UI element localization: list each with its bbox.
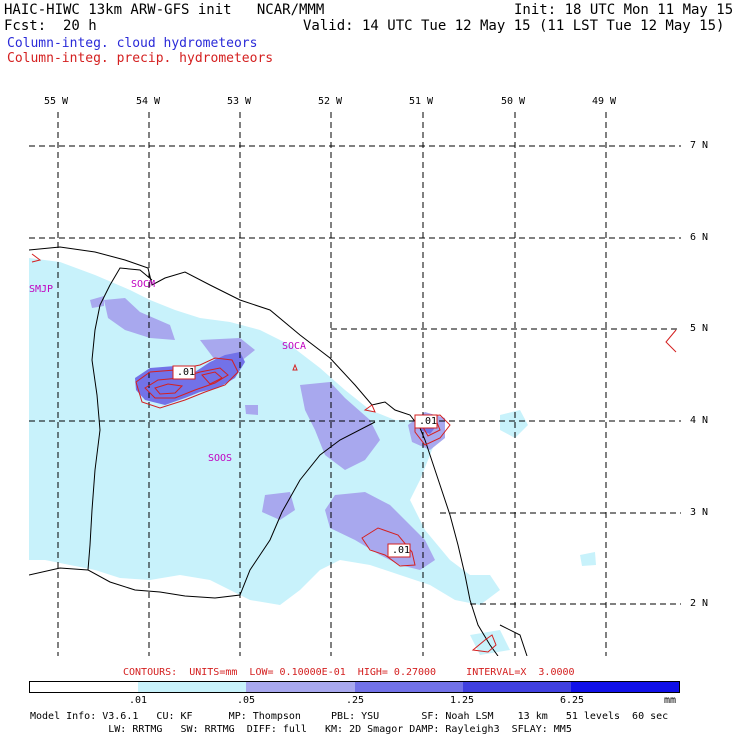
map-panel <box>29 112 681 656</box>
lat-label: 6 N <box>690 232 709 243</box>
lat-label: 2 N <box>690 598 709 609</box>
precip-legend: Column-integ. precip. hydrometeors <box>7 51 274 66</box>
contour-label: .01 <box>392 545 411 556</box>
lat-label: 3 N <box>690 507 709 518</box>
colorbar-tick: 1.25 <box>450 695 475 706</box>
colorbar-segment <box>462 682 571 692</box>
station-label: SMJP <box>29 284 54 295</box>
graticule <box>29 112 681 656</box>
colorbar-tick: .25 <box>346 695 365 706</box>
colorbar-segment <box>246 682 355 692</box>
init-time: Init: 18 UTC Mon 11 May 15 <box>514 2 734 18</box>
lat-label: 4 N <box>690 415 709 426</box>
lon-label: 50 W <box>501 96 526 107</box>
contour-info: CONTOURS: UNITS=mm LOW= 0.10000E-01 HIGH… <box>123 667 575 678</box>
lat-label: 5 N <box>690 323 709 334</box>
colorbar-tick: .05 <box>237 695 256 706</box>
contour-label-boxes <box>172 365 438 558</box>
forecast-hour: Fcst: 20 h <box>4 18 97 34</box>
station-label: SOCM <box>131 279 156 290</box>
lon-label: 49 W <box>592 96 617 107</box>
colorbar-segment <box>30 682 139 692</box>
cloud-legend: Column-integ. cloud hydrometeors <box>7 36 258 51</box>
colorbar <box>29 681 680 693</box>
lat-label: 7 N <box>690 140 709 151</box>
station-label: SOCA <box>282 341 307 352</box>
model-info-line2: LW: RRTMG SW: RRTMG DIFF: full KM: 2D Sm… <box>30 724 572 735</box>
colorbar-tick: .01 <box>129 695 148 706</box>
contour-label: .01 <box>419 416 438 427</box>
colorbar-segment <box>138 682 247 692</box>
model-info-line1: Model Info: V3.6.1 CU: KF MP: Thompson P… <box>30 711 669 722</box>
valid-time: Valid: 14 UTC Tue 12 May 15 (11 LST Tue … <box>303 18 725 34</box>
lon-label: 53 W <box>227 96 252 107</box>
lon-label: 54 W <box>136 96 161 107</box>
colorbar-tick: 6.25 <box>560 695 585 706</box>
contour-label: .01 <box>177 367 196 378</box>
colorbar-unit: mm <box>664 695 677 706</box>
lon-label: 51 W <box>409 96 434 107</box>
lon-label: 52 W <box>318 96 343 107</box>
colorbar-segment <box>570 682 680 692</box>
lon-label: 55 W <box>44 96 69 107</box>
model-title: HAIC-HIWC 13km ARW-GFS init NCAR/MMM <box>4 2 325 18</box>
station-label: SOOS <box>208 453 233 464</box>
colorbar-segment <box>354 682 463 692</box>
